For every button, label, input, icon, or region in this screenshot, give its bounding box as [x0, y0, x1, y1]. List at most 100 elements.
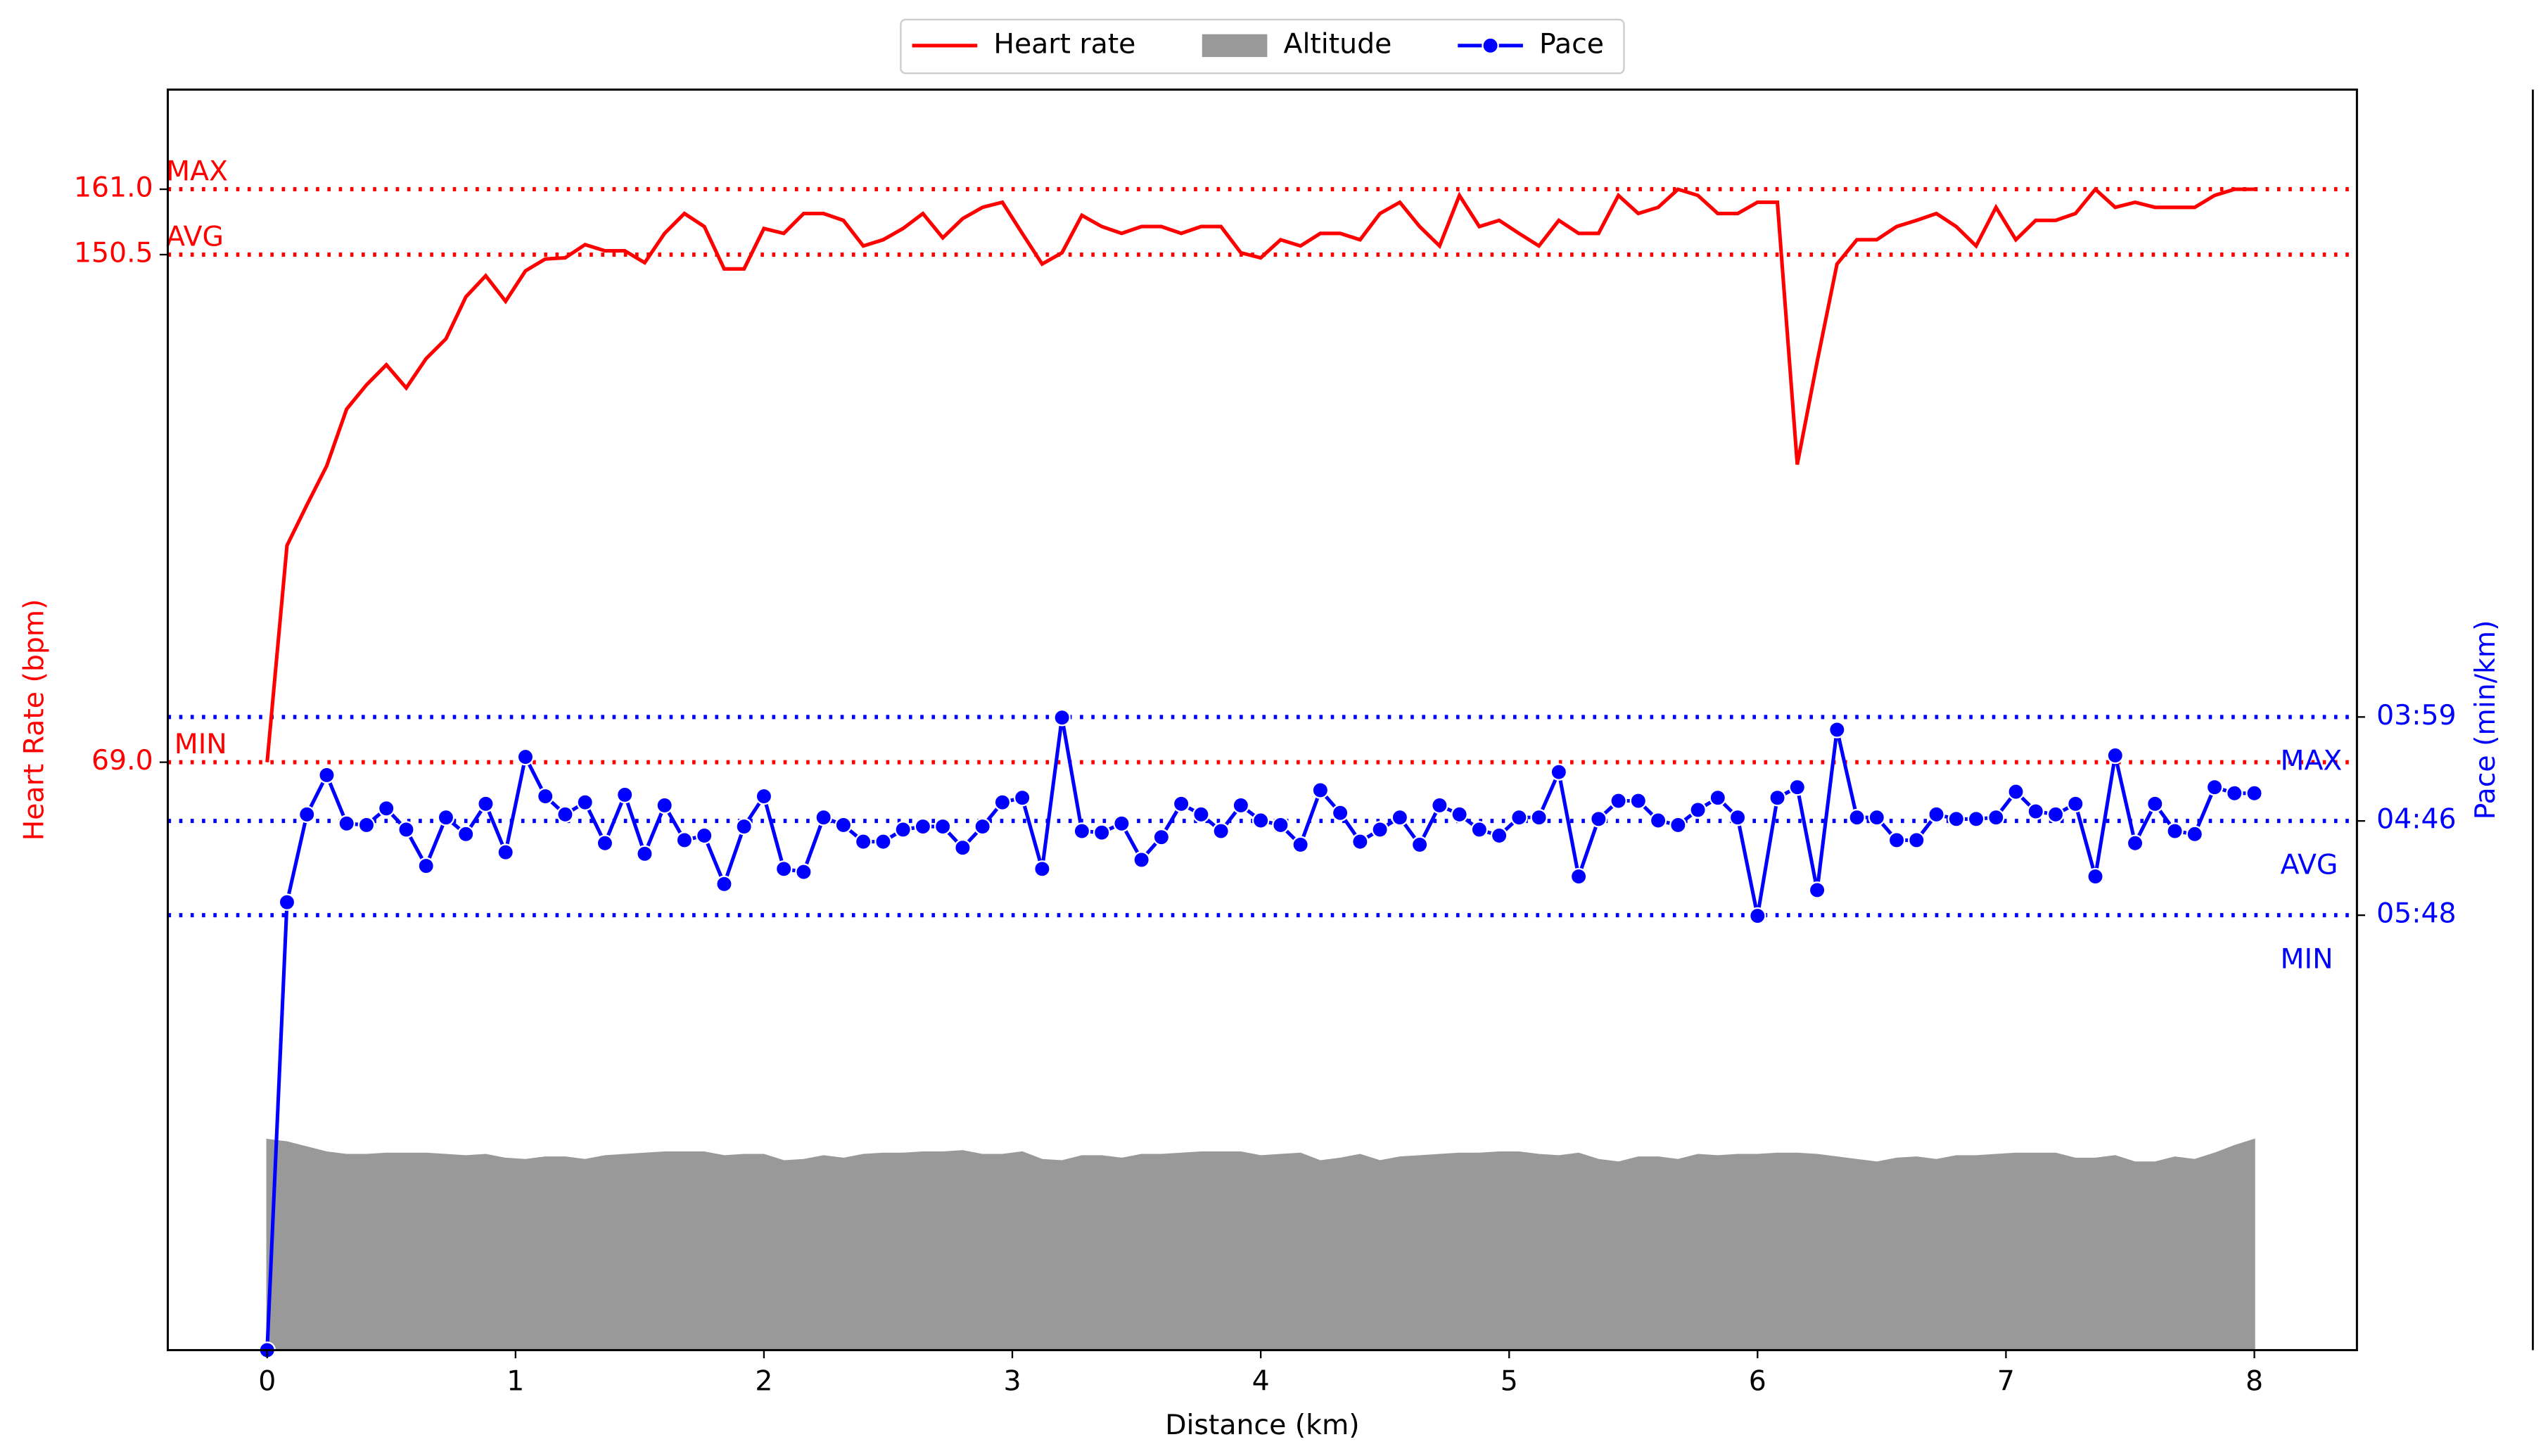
x-tick-label: 0	[258, 1365, 276, 1397]
pace-marker	[1728, 808, 1747, 826]
pace-marker	[1610, 792, 1627, 810]
reference-label: MIN	[2281, 943, 2333, 975]
pace-marker	[1788, 778, 1807, 796]
pace-marker	[1172, 795, 1190, 813]
pace-marker	[1669, 816, 1687, 834]
y2-tick-label: 03:59	[2376, 699, 2456, 732]
y2-tick-label: 05:48	[2376, 898, 2456, 930]
pace-marker	[1113, 815, 1131, 833]
x-tick-label: 1	[507, 1365, 524, 1397]
pace-marker	[1928, 805, 1945, 824]
pace-marker	[1292, 836, 1309, 854]
pace-marker	[1769, 788, 1786, 807]
pace-marker	[1133, 851, 1150, 869]
pace-marker	[2246, 784, 2263, 803]
legend-label: Pace	[1539, 27, 1604, 60]
pace-marker	[934, 817, 952, 836]
pace-marker	[298, 805, 316, 824]
pace-marker	[1510, 808, 1528, 826]
pace-marker	[874, 833, 892, 850]
pace-marker	[1887, 831, 1906, 849]
pace-marker	[1053, 708, 1071, 727]
pace-marker	[556, 805, 574, 824]
pace-marker	[318, 766, 336, 784]
pace-marker	[1569, 867, 1588, 886]
pace-marker	[1093, 824, 1111, 841]
pace-marker	[457, 825, 475, 843]
pace-marker	[1431, 796, 1448, 815]
pace-marker	[2166, 822, 2184, 840]
y-tick-label: 161.0	[74, 172, 153, 204]
pace-marker	[278, 893, 296, 911]
pace-marker	[437, 808, 455, 826]
pace-marker	[417, 857, 435, 875]
pace-marker	[1033, 860, 1051, 878]
pace-marker	[1371, 821, 1389, 838]
pace-marker	[1629, 792, 1648, 810]
x-tick-label: 5	[1501, 1365, 1518, 1397]
pace-marker	[1689, 801, 1707, 819]
plot-frame	[166, 88, 2358, 1351]
reference-label: MAX	[166, 155, 228, 187]
pace-marker	[377, 800, 395, 817]
pace-marker	[1908, 831, 1925, 849]
pace-marker	[1192, 805, 1210, 824]
pace-marker	[1709, 788, 1727, 807]
pace-marker	[477, 795, 495, 813]
pace-marker	[2067, 795, 2084, 813]
pace-marker	[2046, 805, 2065, 824]
pace-marker	[2027, 803, 2045, 820]
reference-label: MIN	[174, 728, 227, 760]
pace-marker	[1868, 808, 1886, 826]
pace-marker	[715, 875, 733, 893]
pace-marker	[795, 863, 813, 881]
pace-marker	[775, 860, 793, 878]
reference-label: AVG	[2281, 848, 2338, 881]
pace-marker	[338, 815, 355, 833]
pace-marker	[1351, 833, 1369, 850]
pace-marker	[1212, 822, 1230, 840]
pace-marker	[2126, 834, 2144, 852]
pace-marker	[914, 817, 932, 836]
pace-marker	[357, 816, 376, 834]
pace-marker	[1252, 812, 1270, 829]
x-axis-label: Distance (km)	[1165, 1409, 1359, 1441]
series-line	[265, 186, 2255, 762]
pace-marker	[974, 817, 991, 836]
pace-marker	[1947, 810, 1966, 828]
pace-marker	[1152, 828, 1171, 846]
y2-axis-label: Pace (min/km)	[2469, 620, 2502, 820]
pace-marker	[2007, 783, 2025, 800]
pace-marker	[1073, 822, 1091, 840]
pace-marker	[1590, 810, 1607, 828]
x-tick-label: 6	[1749, 1365, 1766, 1397]
pace-marker	[1391, 808, 1409, 826]
pace-marker	[1490, 826, 1508, 845]
pace-marker	[1808, 881, 1826, 899]
pace-marker	[1987, 808, 2005, 826]
pace-marker	[516, 748, 535, 766]
pace-marker	[1232, 796, 1250, 815]
pace-marker	[2186, 825, 2204, 843]
pace-marker	[1550, 763, 1568, 781]
pace-marker	[536, 787, 554, 805]
pace-marker	[2226, 784, 2243, 803]
pace-marker	[497, 843, 514, 861]
pace-marker	[636, 845, 654, 863]
pace-marker	[1311, 781, 1330, 799]
pace-marker	[576, 793, 594, 811]
pace-marker	[1470, 821, 1489, 838]
pace-marker	[1649, 812, 1667, 829]
pace-marker	[1749, 907, 1766, 925]
y-tick-label: 150.5	[74, 237, 153, 269]
pace-marker	[695, 826, 713, 845]
pace-marker	[1530, 808, 1548, 826]
reference-label: AVG	[166, 220, 224, 253]
reference-label: MAX	[2281, 745, 2343, 777]
pace-marker	[1451, 805, 1468, 824]
pace-marker	[834, 816, 853, 834]
pace-marker	[2106, 746, 2125, 765]
pace-marker	[1272, 816, 1289, 834]
